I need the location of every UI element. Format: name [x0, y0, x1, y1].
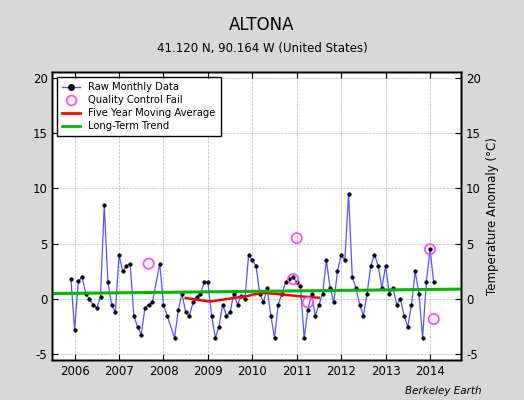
- Text: Berkeley Earth: Berkeley Earth: [406, 386, 482, 396]
- Point: [292, 235, 301, 241]
- Y-axis label: Temperature Anomaly (°C): Temperature Anomaly (°C): [486, 137, 499, 295]
- Point: [430, 316, 438, 322]
- Text: 41.120 N, 90.164 W (United States): 41.120 N, 90.164 W (United States): [157, 42, 367, 55]
- Text: ALTONA: ALTONA: [230, 16, 294, 34]
- Point: [303, 299, 312, 306]
- Point: [426, 246, 434, 252]
- Point: [145, 260, 153, 267]
- Point: [289, 276, 297, 282]
- Legend: Raw Monthly Data, Quality Control Fail, Five Year Moving Average, Long-Term Tren: Raw Monthly Data, Quality Control Fail, …: [58, 77, 221, 136]
